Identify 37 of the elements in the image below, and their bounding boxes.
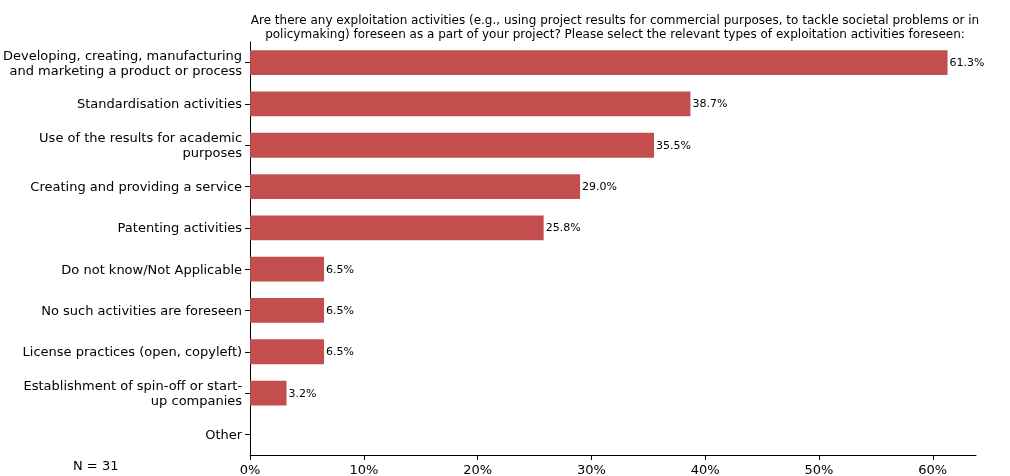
bar [250,256,325,282]
data-label: 3.2% [288,386,317,400]
bar [250,91,691,117]
data-label: 29.0% [582,180,618,194]
data-label: 38.7% [692,97,728,111]
y-tick-label: Other [205,426,243,442]
data-label: 35.5% [656,138,691,152]
x-tick-label: 0% [239,462,261,476]
y-tick-label: Standardisation activities [76,96,243,112]
bar [250,132,655,158]
chart-title: Are there any exploitation activities (e.g., using project results for commercial purposes, to tackle societal problems or in policymaking) foreseen as a part of your project? Please select the relevant types of exploitation activities foreseen: [250,13,980,41]
x-tick-label: 60% [918,462,948,476]
y-tick-label: Patenting activities [117,220,243,236]
text: N = 31 [73,458,119,473]
data-label: 6.5% [326,303,355,317]
x-tick-label: 20% [463,462,493,476]
bar [250,380,287,406]
y-tick-label: Do not know/Not Applicable [61,261,243,277]
x-tick-label: 30% [576,462,606,476]
bar [250,339,325,365]
bar [250,215,544,241]
bar [250,298,325,323]
x-tick-label: 40% [690,462,720,476]
data-label: 61.3% [949,56,985,70]
y-tick-label: Establishment of spin-off or start- up companies [23,378,243,409]
data-label: 6.5% [326,262,355,276]
y-tick-label: Use of the results for academic purposes [39,130,243,161]
bar [250,50,948,76]
y-tick-label: Developing, creating, manufacturing and marketing a product or process [2,47,243,78]
y-tick-label: License practices (open, copyleft) [22,344,243,360]
bar [250,174,581,199]
y-tick-label: No such activities are foreseen [41,302,243,318]
x-tick-label: 50% [804,462,834,476]
x-tick-label: 10% [349,462,379,476]
data-label: 25.8% [545,221,581,235]
y-tick-label: Creating and providing a service [30,179,243,195]
data-label: 6.5% [326,345,355,359]
